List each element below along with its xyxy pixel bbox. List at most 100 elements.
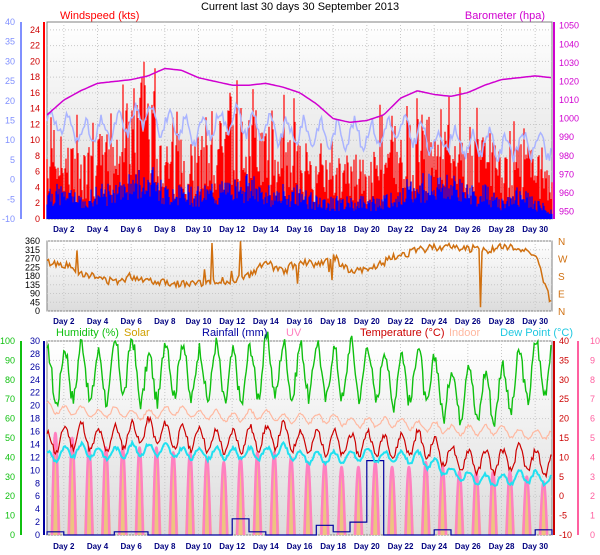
- x-tick-label: Day 10: [186, 542, 212, 551]
- temperature-axis-tick-10: 40: [559, 336, 569, 346]
- x-tick-label: Day 12: [219, 317, 245, 326]
- x-tick-label: Day 28: [489, 542, 515, 551]
- x-tick-label: Day 4: [87, 225, 109, 234]
- wind-outer-axis-tick-10: 40: [5, 17, 15, 27]
- wind-inner-axis-tick-1: 2: [35, 198, 40, 208]
- direction-x-tick-labels: Day 2 Day 4 Day 6 Day 8 Day 10 Day 12 Day 14 Da…: [53, 317, 548, 326]
- x-tick-label: Day 6: [120, 317, 142, 326]
- x-tick-label: Day 26: [455, 542, 481, 551]
- uv-axis-tick-9: 9: [590, 355, 595, 365]
- wind-inner-axis-tick-10: 20: [30, 56, 40, 66]
- rainfall-axis-tick-11: 22: [30, 388, 40, 398]
- wind-panel-plot: [46, 61, 553, 219]
- weather-panel-grid: [47, 340, 552, 536]
- x-tick-label: Day 12: [219, 542, 245, 551]
- x-tick-label: Day 10: [186, 225, 212, 234]
- uv-axis-tick-1: 1: [590, 511, 595, 521]
- rainfall-axis-tick-4: 8: [35, 478, 40, 488]
- barometer-axis-tick-4: 990: [559, 132, 574, 142]
- series-humidity: [46, 331, 552, 427]
- wind-inner-axis-tick-3: 6: [35, 167, 40, 177]
- x-tick-label: Day 2: [53, 542, 75, 551]
- humidity-axis-tick-8: 80: [5, 375, 15, 385]
- uv-axis-tick-8: 8: [590, 375, 595, 385]
- wind-inner-axis-tick-8: 16: [30, 88, 40, 98]
- temperature-axis-tick-4: 10: [559, 452, 569, 462]
- barometer-label: Barometer (hpa): [465, 10, 545, 22]
- wind-outer-axis-tick-2: 0: [10, 175, 15, 185]
- wind-inner-axis-tick-5: 10: [30, 135, 40, 145]
- rainfall-axis-tick-6: 12: [30, 452, 40, 462]
- humidity-axis-tick-9: 90: [5, 355, 15, 365]
- wind-inner-axis-tick-7: 14: [30, 104, 40, 114]
- temperature-axis-tick-0: -10: [559, 530, 572, 540]
- humidity-axis-tick-3: 30: [5, 472, 15, 482]
- uv-axis-tick-2: 2: [590, 491, 595, 501]
- rainfall-axis-tick-12: 24: [30, 375, 40, 385]
- weather-axes: 0102030405060708090100024681012141618202…: [0, 336, 600, 540]
- direction-axis-tick-8: 360: [25, 236, 40, 246]
- humidity-axis-tick-0: 0: [10, 530, 15, 540]
- x-tick-label: Day 10: [186, 317, 212, 326]
- wind-outer-axis-tick-8: 30: [5, 56, 15, 66]
- uv-axis-tick-0: 0: [590, 530, 595, 540]
- x-tick-label: Day 28: [489, 225, 515, 234]
- wind-x-tick-labels: Day 2 Day 4 Day 6 Day 8 Day 10 Day 12 Day 14 Da…: [53, 225, 548, 234]
- wind-outer-axis-tick-4: 10: [5, 135, 15, 145]
- temperature-axis-tick-8: 30: [559, 375, 569, 385]
- uv-axis-tick-10: 10: [590, 336, 600, 346]
- x-tick-label: Day 6: [120, 542, 142, 551]
- rainfall-label: Rainfall (mm): [202, 327, 267, 339]
- rainfall-axis-tick-9: 18: [30, 414, 40, 424]
- direction-axis-tick-4: 180: [25, 271, 40, 281]
- series-gust-average: [46, 101, 552, 164]
- wind-outer-axis-tick-6: 20: [5, 96, 15, 106]
- barometer-axis-tick-9: 1040: [559, 39, 579, 49]
- rainfall-axis-tick-8: 16: [30, 427, 40, 437]
- temperature-axis-tick-5: 15: [559, 433, 569, 443]
- x-tick-label: Day 22: [388, 542, 414, 551]
- humidity-axis-tick-10: 100: [0, 336, 15, 346]
- wind-outer-axis-tick-0: -10: [2, 214, 15, 224]
- indoor-label: Indoor: [449, 327, 481, 339]
- temperature-axis-tick-6: 20: [559, 414, 569, 424]
- rainfall-axis-tick-15: 30: [30, 336, 40, 346]
- temperature-label: Temperature (°C): [360, 327, 444, 339]
- rainfall-axis-tick-0: 0: [35, 530, 40, 540]
- wind-inner-axis-tick-2: 4: [35, 182, 40, 192]
- x-tick-label: Day 20: [354, 542, 380, 551]
- compass-label: N: [558, 307, 565, 318]
- x-tick-label: Day 24: [421, 542, 447, 551]
- wind-outer-axis-tick-3: 5: [10, 155, 15, 165]
- x-tick-label: Day 22: [388, 225, 414, 234]
- rainfall-axis-tick-7: 14: [30, 439, 40, 449]
- barometer-axis-tick-6: 1010: [559, 95, 579, 105]
- x-tick-label: Day 14: [253, 542, 279, 551]
- x-tick-label: Day 8: [154, 225, 176, 234]
- x-tick-label: Day 2: [53, 317, 75, 326]
- humidity-axis-tick-6: 60: [5, 414, 15, 424]
- direction-axis-tick-5: 225: [25, 262, 40, 272]
- series-windspeed-avg: [46, 167, 553, 219]
- series-wind-direction: [46, 241, 552, 308]
- uv-label: UV: [286, 327, 302, 339]
- temperature-axis-tick-2: 0: [559, 491, 564, 501]
- x-tick-label: Day 30: [522, 225, 548, 234]
- x-tick-label: Day 26: [455, 225, 481, 234]
- x-tick-label: Day 12: [219, 225, 245, 234]
- direction-panel-plot: [46, 241, 552, 308]
- x-tick-label: Day 20: [354, 317, 380, 326]
- x-tick-label: Day 2: [53, 225, 75, 234]
- x-tick-label: Day 24: [421, 225, 447, 234]
- direction-panel-grid: [47, 240, 552, 312]
- wind-inner-axis-tick-11: 22: [30, 41, 40, 51]
- weather-x-tick-labels: Day 2 Day 4 Day 6 Day 8 Day 10 Day 12 Day 14 Da…: [53, 542, 548, 551]
- wind-inner-axis-tick-4: 8: [35, 151, 40, 161]
- rainfall-axis-tick-2: 4: [35, 504, 40, 514]
- humidity-axis-tick-5: 50: [5, 433, 15, 443]
- wind-outer-axis-tick-1: -5: [7, 194, 15, 204]
- direction-axis-tick-7: 315: [25, 245, 40, 255]
- x-tick-label: Day 4: [87, 317, 109, 326]
- barometer-axis-tick-0: 950: [559, 207, 574, 217]
